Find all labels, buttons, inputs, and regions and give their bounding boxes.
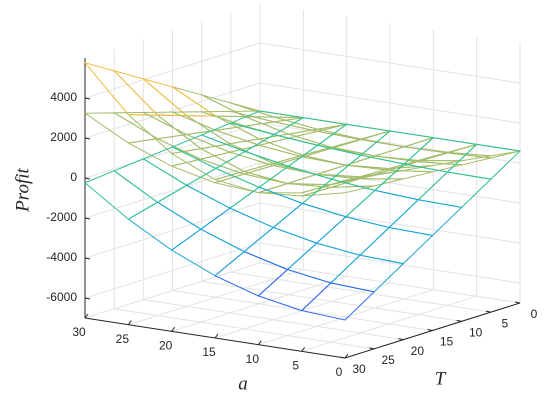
- grid-line: [259, 82, 521, 124]
- mesh-cell: [331, 138, 405, 157]
- x-tick: [171, 327, 176, 332]
- mesh-cell: [83, 112, 159, 144]
- z-tick-label: 0: [70, 170, 77, 184]
- mesh-cell: [329, 254, 405, 293]
- grid-line: [84, 202, 261, 259]
- y-tick: [514, 301, 521, 304]
- x-axis-label: a: [238, 373, 248, 394]
- x-tick: [257, 340, 262, 345]
- z-tick: [84, 217, 91, 220]
- x-tick: [84, 313, 89, 319]
- mesh-cell: [126, 138, 203, 167]
- mesh-cell: [374, 146, 448, 162]
- mesh-cell: [83, 61, 159, 116]
- x-tick-label: 10: [246, 352, 260, 366]
- grid-line: [201, 280, 462, 322]
- mesh-cell: [127, 201, 202, 251]
- mesh-cell: [259, 137, 334, 158]
- y-tick: [485, 310, 491, 313]
- grid-line: [114, 308, 375, 350]
- y-tick-label: 10: [469, 326, 483, 340]
- x-tick-label: 15: [202, 345, 216, 359]
- y-tick: [369, 347, 375, 350]
- grid-line: [84, 162, 261, 219]
- mesh-cell: [243, 226, 318, 271]
- z-tick: [84, 97, 91, 100]
- y-axis-label: T: [435, 368, 447, 389]
- grid-line: [143, 299, 404, 341]
- grid-line: [84, 42, 261, 99]
- mesh-cell: [330, 154, 406, 191]
- grid-line: [84, 122, 261, 179]
- z-tick: [84, 257, 91, 260]
- mesh-cell: [272, 202, 347, 244]
- mesh-cell: [143, 78, 218, 117]
- z-tick-label: 2000: [50, 130, 77, 144]
- grid-line: [84, 82, 261, 139]
- y-tick-label: 30: [352, 362, 366, 376]
- x-tick: [127, 320, 132, 325]
- z-tick-label: -6000: [46, 290, 77, 304]
- y-tick-label: 5: [501, 316, 508, 330]
- grid-line: [259, 42, 521, 84]
- z-tick-label: -2000: [46, 210, 77, 224]
- mesh-cell: [358, 226, 434, 265]
- z-tick-label: -4000: [46, 250, 77, 264]
- mesh-cell: [404, 137, 477, 153]
- z-tick: [84, 177, 91, 180]
- grid-line: [259, 202, 521, 244]
- y-tick-label: 20: [411, 344, 425, 358]
- mesh-cell: [273, 156, 346, 175]
- y-tick: [456, 319, 462, 322]
- grid-line: [230, 271, 491, 313]
- y-tick: [339, 356, 346, 359]
- mesh-cell: [315, 216, 391, 256]
- mesh-cell: [331, 139, 405, 157]
- z-tick-label: 4000: [50, 90, 77, 104]
- x-tick-label: 25: [116, 332, 130, 346]
- x-tick-label: 20: [159, 339, 173, 353]
- grid-line: [259, 162, 521, 204]
- y-tick-label: 0: [531, 307, 538, 321]
- x-tick-label: 5: [292, 359, 299, 373]
- mesh-cell: [199, 207, 275, 253]
- grid-line: [259, 242, 521, 284]
- y-tick: [427, 329, 433, 331]
- x-tick: [214, 333, 219, 339]
- z-tick: [84, 137, 91, 140]
- mesh-cell: [257, 268, 332, 312]
- mesh-cell: [302, 147, 376, 166]
- z-tick: [84, 297, 91, 300]
- grid-line: [84, 242, 261, 299]
- mesh-cell: [447, 143, 521, 159]
- x-tick: [301, 347, 306, 352]
- x-tick: [344, 353, 349, 359]
- mesh-cell: [84, 170, 159, 220]
- y-tick-label: 25: [381, 353, 395, 367]
- grid-line: [259, 262, 521, 304]
- y-tick: [398, 338, 404, 341]
- mesh-cell: [170, 228, 246, 277]
- z-axis-label: Profit: [12, 167, 33, 212]
- x-tick-label: 0: [336, 365, 343, 379]
- y-tick-label: 15: [440, 335, 454, 349]
- x-tick-label: 30: [72, 325, 86, 339]
